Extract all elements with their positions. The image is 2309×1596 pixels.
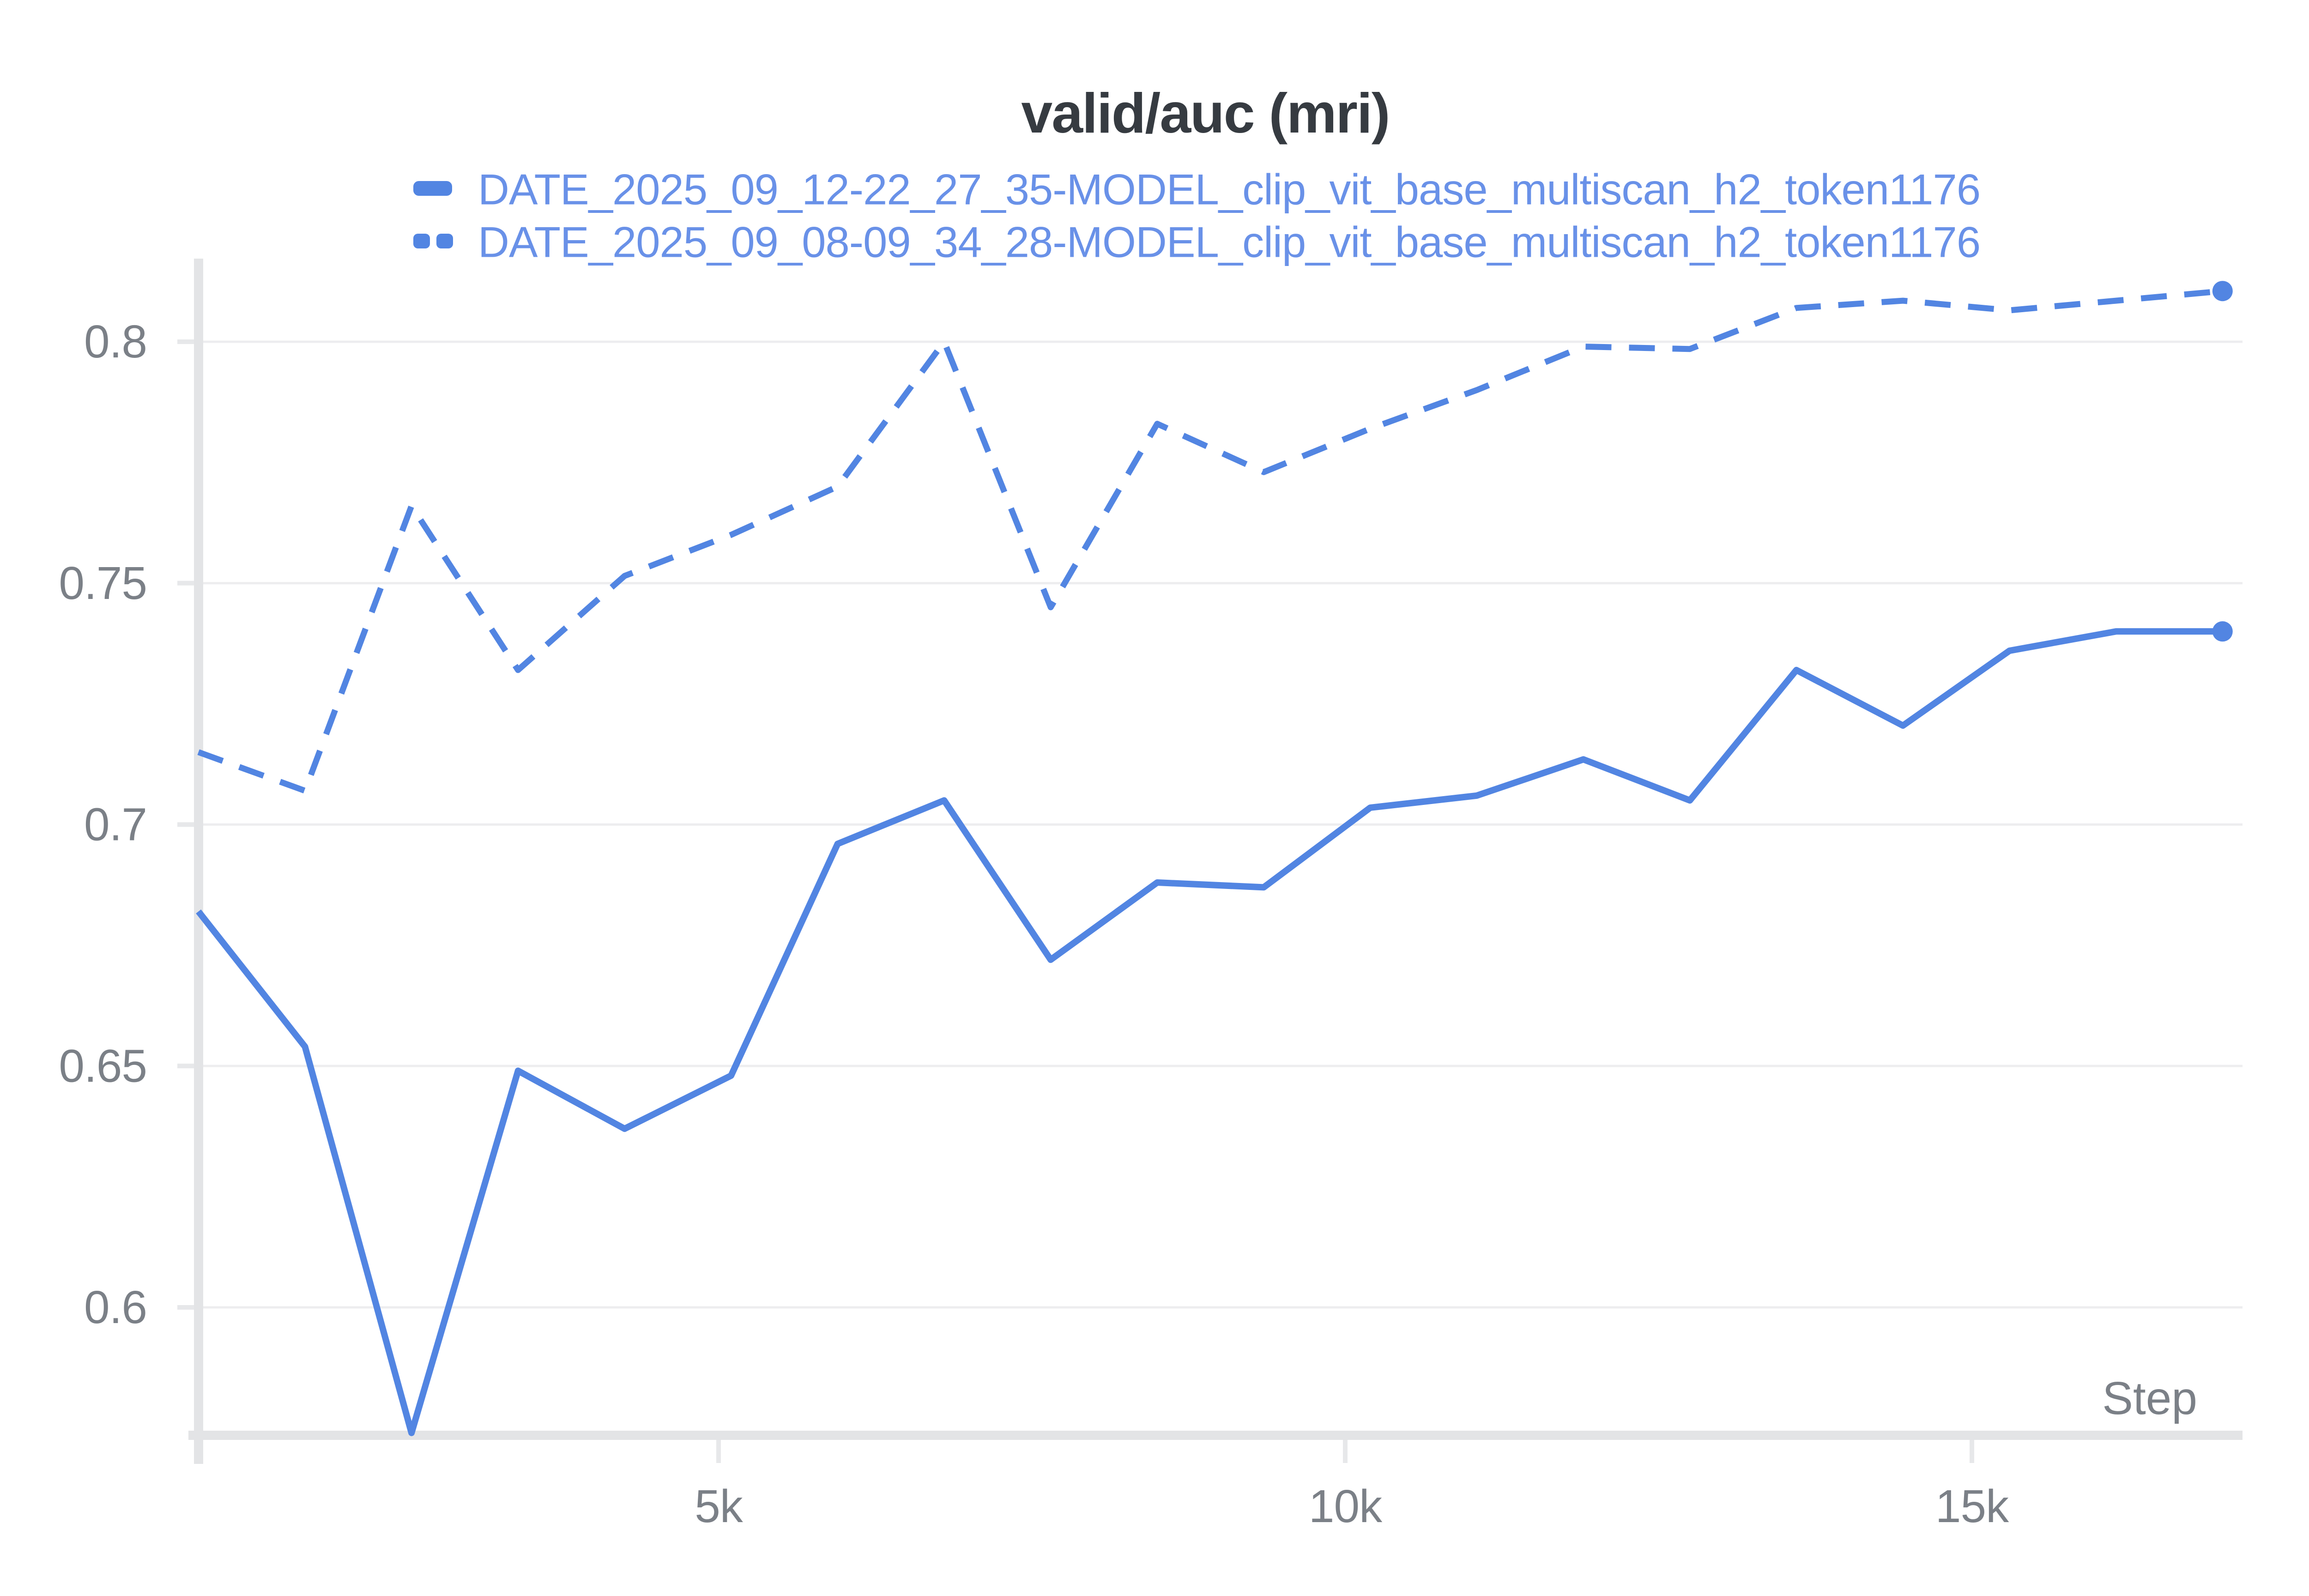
chart-title: valid/auc (mri): [1021, 82, 1389, 145]
x-tick-label: 15k: [1935, 1481, 2009, 1532]
dashed-series-line[interactable]: [197, 288, 2223, 794]
legend-dashed-line-swatch-icon: [436, 234, 453, 248]
series-end-point-marker[interactable]: [2212, 621, 2233, 642]
gridline: [199, 582, 2243, 585]
x-tick-label: 10k: [1309, 1481, 1383, 1532]
legend-dashed-line-swatch-icon: [413, 234, 430, 248]
y-tick-label: 0.75: [59, 557, 147, 609]
legend-label: DATE_2025_09_08-09_34_28-MODEL_clip_vit_…: [478, 218, 1980, 266]
x-tick-mark: [1343, 1440, 1348, 1463]
gridline: [199, 823, 2243, 826]
legend-item-solid-series[interactable]: DATE_2025_09_12-22_27_35-MODEL_clip_vit_…: [413, 165, 1981, 214]
gridline: [199, 340, 2243, 343]
x-tick-mark: [716, 1440, 721, 1463]
solid-series-line[interactable]: [196, 628, 2223, 1436]
data-series: [196, 281, 2233, 1436]
y-axis-line: [194, 259, 203, 1464]
y-tick-mark: [177, 1305, 199, 1310]
series-end-point-marker[interactable]: [2212, 281, 2233, 302]
y-tick-label: 0.8: [84, 316, 147, 368]
y-tick-mark: [177, 339, 199, 344]
y-tick-label: 0.65: [59, 1040, 147, 1092]
gridline: [199, 1306, 2243, 1309]
tick-labels: 0.8 0.75 0.7 0.65 0.6 5k 10k 15k: [59, 316, 2010, 1532]
y-tick-mark: [177, 822, 199, 827]
legend-solid-line-swatch-icon: [413, 181, 452, 196]
y-tick-label: 0.7: [84, 799, 147, 851]
x-axis-line: [188, 1431, 2243, 1440]
y-tick-label: 0.6: [84, 1282, 147, 1333]
gridline: [199, 1064, 2243, 1067]
x-tick-mark: [1970, 1440, 1974, 1463]
gridlines: [199, 340, 2243, 1309]
x-axis-title: Step: [2102, 1372, 2197, 1424]
axes: [177, 259, 2243, 1464]
x-tick-label: 5k: [695, 1481, 743, 1532]
legend-label: DATE_2025_09_12-22_27_35-MODEL_clip_vit_…: [478, 165, 1980, 214]
y-tick-mark: [177, 580, 199, 586]
y-tick-mark: [177, 1064, 199, 1069]
legend: DATE_2025_09_12-22_27_35-MODEL_clip_vit_…: [413, 165, 1981, 266]
legend-item-dashed-series[interactable]: DATE_2025_09_08-09_34_28-MODEL_clip_vit_…: [413, 218, 1981, 266]
